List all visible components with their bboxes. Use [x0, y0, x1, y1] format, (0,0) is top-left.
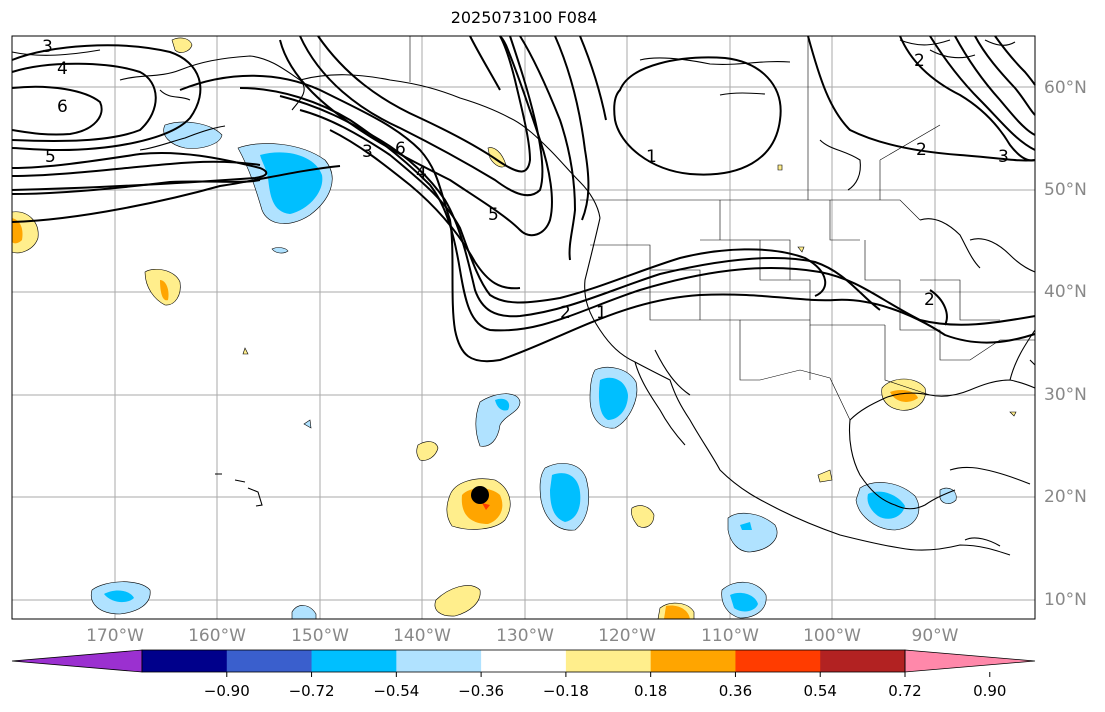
colorbar-tick-label: −0.90 [203, 682, 250, 700]
colorbar-segment [565, 650, 652, 672]
lon-label: 100°W [803, 626, 861, 646]
lon-label: 150°W [291, 626, 349, 646]
lat-label: 50°N [1044, 180, 1087, 200]
lat-label: 60°N [1044, 78, 1087, 98]
lon-label: 170°W [86, 626, 144, 646]
contour-label: 2 [560, 303, 571, 323]
coastlines [11, 39, 1036, 556]
lon-label: 160°W [188, 626, 246, 646]
contour-label: 2 [914, 51, 925, 71]
contour-label: 2 [916, 140, 927, 160]
colorbar-tick-label: 0.72 [888, 682, 922, 700]
lat-label: 10°N [1044, 590, 1087, 610]
lon-label: 90°W [911, 626, 959, 646]
colorbar-tick-label: −0.72 [288, 682, 335, 700]
colorbar-segment [481, 650, 567, 672]
colorbar-segment [226, 650, 313, 672]
lon-label: 110°W [701, 626, 759, 646]
lon-label: 120°W [598, 626, 656, 646]
colorbar-segment [396, 650, 482, 672]
borders [409, 36, 1035, 421]
colorbar-tick-label: 0.54 [803, 682, 837, 700]
colorbar-tick-label: 0.90 [973, 682, 1007, 700]
colorbar-segment [311, 650, 397, 672]
contour-label: 5 [488, 205, 499, 225]
negative-anomaly-area [727, 512, 778, 553]
colorbar-tick-label: 0.18 [633, 682, 668, 700]
contour-lines [11, 35, 1036, 363]
contour-label-group: 3 4 6 5 3 6 4 5 2 1 2 1 2 2 3 [42, 37, 1009, 323]
positive-anomaly-area [171, 37, 193, 53]
contour-label: 3 [42, 37, 53, 57]
storm-center-marker [471, 486, 489, 504]
contour-label: 6 [395, 139, 406, 159]
contour-label: 3 [362, 142, 373, 162]
lat-label: 20°N [1044, 487, 1087, 507]
colorbar-segment [142, 650, 228, 672]
colorbar-tick-label: −0.54 [373, 682, 420, 700]
colorbar-extend-low [11, 649, 143, 673]
colorbar-tick-label: −0.18 [542, 682, 589, 700]
colorbar-segment [735, 650, 821, 672]
colorbar-frame [141, 649, 906, 673]
gridlines [12, 36, 1035, 619]
contour-label: 6 [57, 97, 68, 117]
colorbar-tick-label: −0.36 [458, 682, 505, 700]
lat-label: 40°N [1044, 282, 1087, 302]
anomaly-fills [11, 37, 1017, 620]
colorbar-segment [820, 650, 906, 672]
map-title: 2025073100 F084 [450, 8, 598, 27]
negative-anomaly-core [260, 152, 323, 214]
contour-label: 4 [416, 163, 427, 183]
colorbar [11, 649, 1036, 677]
colorbar-tick-label: 0.36 [718, 682, 753, 700]
lon-label: 140°W [393, 626, 451, 646]
colorbar-extend-high [904, 649, 1036, 673]
contour-label: 1 [596, 303, 607, 323]
closed-contour-low [613, 56, 782, 176]
contour-label: 4 [57, 59, 68, 79]
lat-label: 30°N [1044, 385, 1087, 405]
contour-label: 3 [998, 147, 1009, 167]
map-frame [11, 35, 1036, 620]
contour-label: 5 [45, 147, 56, 167]
colorbar-segment [650, 650, 736, 672]
contour-label: 2 [924, 290, 935, 310]
contour-label: 1 [646, 147, 657, 167]
lon-label: 130°W [496, 626, 554, 646]
